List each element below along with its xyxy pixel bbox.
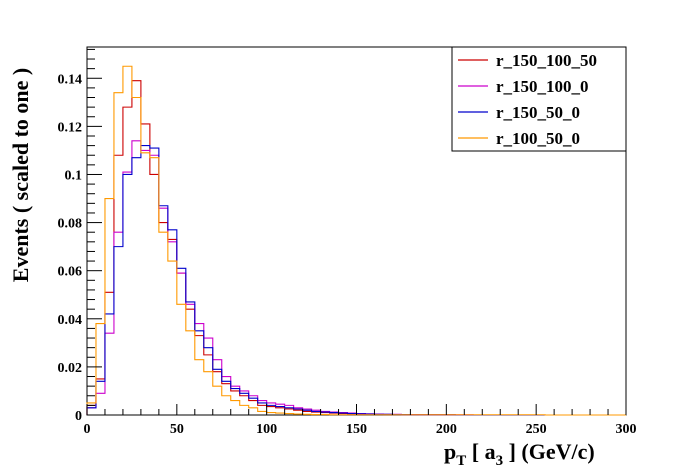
x-axis-title-sub: T bbox=[456, 453, 466, 469]
x-tick-label: 100 bbox=[256, 422, 277, 437]
y-tick-label: 0.12 bbox=[58, 120, 83, 135]
x-axis: 0 50 100 150 200 250 300 bbox=[84, 404, 637, 437]
x-axis-title-sub2: 3 bbox=[496, 453, 504, 469]
legend: r_150_100_50 r_150_100_0 r_150_50_0 r_10… bbox=[451, 46, 627, 152]
y-axis-title: Events ( scaled to one ) bbox=[8, 68, 33, 282]
x-tick-label: 200 bbox=[436, 422, 457, 437]
legend-label: r_150_50_0 bbox=[496, 103, 580, 122]
legend-box bbox=[451, 46, 627, 152]
x-tick-label: 300 bbox=[616, 422, 637, 437]
legend-entry: r_150_100_50 bbox=[458, 51, 597, 70]
x-tick-label: 0 bbox=[84, 422, 91, 437]
legend-label: r_150_100_0 bbox=[496, 77, 589, 96]
x-axis-title-mid: [ a bbox=[466, 439, 495, 464]
legend-entry: r_150_50_0 bbox=[458, 103, 580, 122]
y-tick-label: 0.08 bbox=[58, 217, 83, 232]
legend-label: r_100_50_0 bbox=[496, 129, 580, 148]
y-tick-label: 0 bbox=[75, 409, 82, 424]
series-r_150_50_0 bbox=[86, 145, 626, 416]
series-r_150_100_0 bbox=[86, 140, 626, 416]
x-axis-title: pT [ a3 ] (GeV/c) bbox=[444, 439, 595, 469]
x-axis-title-main: p bbox=[444, 439, 456, 464]
y-tick-label: 0.04 bbox=[58, 313, 83, 328]
y-tick-label: 0.06 bbox=[58, 265, 83, 280]
legend-entry: r_100_50_0 bbox=[458, 129, 580, 148]
y-axis: 0 0.02 0.04 0.06 0.08 0.1 0.12 0.14 bbox=[58, 48, 102, 424]
x-tick-label: 150 bbox=[346, 422, 367, 437]
x-tick-label: 250 bbox=[526, 422, 547, 437]
legend-label: r_150_100_50 bbox=[496, 51, 597, 70]
y-tick-label: 0.1 bbox=[65, 168, 83, 183]
x-axis-title-end: ] (GeV/c) bbox=[503, 439, 595, 464]
x-tick-label: 50 bbox=[170, 422, 184, 437]
y-tick-label: 0.02 bbox=[58, 361, 83, 376]
y-tick-label: 0.14 bbox=[58, 72, 83, 87]
legend-entry: r_150_100_0 bbox=[458, 77, 589, 96]
